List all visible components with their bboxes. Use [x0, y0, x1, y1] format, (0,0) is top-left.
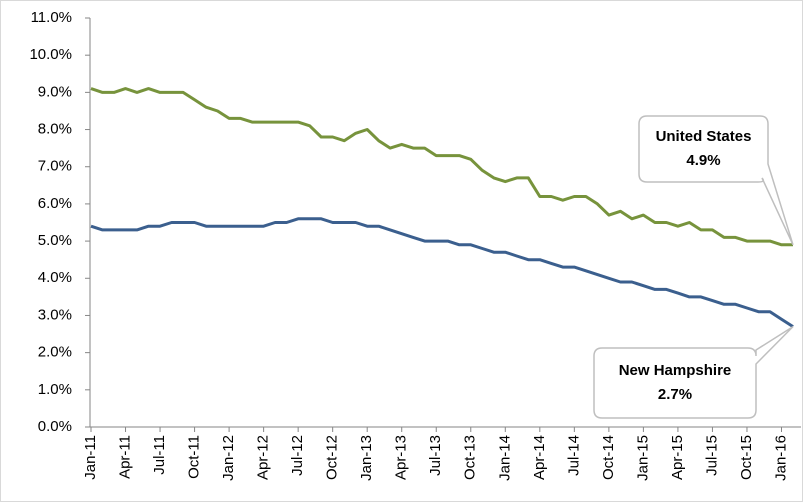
- callout: New Hampshire 2.7%: [593, 325, 794, 419]
- y-tick-label: 1.0%: [38, 381, 72, 398]
- y-tick-label: 4.0%: [38, 269, 72, 286]
- series-line: [90, 87, 793, 247]
- callout-name: New Hampshire: [619, 362, 732, 379]
- y-tick-label: 3.0%: [38, 306, 72, 323]
- y-tick-label: 2.0%: [38, 344, 72, 361]
- x-tick-label: Jul-14: [565, 435, 582, 476]
- x-tick-label: Jul-13: [427, 435, 444, 476]
- x-tick-label: Jan-13: [358, 435, 375, 481]
- y-tick-label: 10.0%: [29, 46, 72, 63]
- y-tick-label: 0.0%: [38, 418, 72, 435]
- x-tick-label: Jan-14: [496, 435, 513, 481]
- x-tick-label: Apr-15: [669, 435, 686, 480]
- x-tick-label: Jan-11: [82, 435, 99, 480]
- y-tick-label: 5.0%: [38, 232, 72, 249]
- y-tick-label: 6.0%: [38, 195, 72, 212]
- y-tick-label: 7.0%: [38, 158, 72, 175]
- x-tick-label: Oct-15: [738, 435, 755, 480]
- x-tick-label: Oct-13: [462, 435, 479, 480]
- x-tick-label: Apr-11: [116, 435, 133, 479]
- x-tick-label: Apr-14: [531, 435, 548, 480]
- callout-value: 2.7%: [658, 386, 692, 403]
- callout-name: United States: [656, 128, 752, 145]
- callout: United States 4.9%: [638, 115, 794, 246]
- x-tick-label: Jul-15: [703, 435, 720, 476]
- y-tick-label: 8.0%: [38, 121, 72, 138]
- callout-box: [593, 325, 794, 419]
- x-tick-label: Jan-12: [220, 435, 237, 481]
- x-tick-label: Oct-11: [186, 435, 203, 479]
- x-tick-label: Oct-12: [324, 435, 341, 480]
- series-line: [90, 217, 794, 328]
- x-tick-label: Oct-14: [600, 435, 617, 480]
- callout-value: 4.9%: [686, 152, 720, 169]
- callout-box: [638, 115, 794, 246]
- x-tick-label: Jan-16: [772, 435, 789, 481]
- y-tick-label: 11.0%: [31, 9, 72, 26]
- x-tick-label: Jul-11: [151, 435, 168, 475]
- x-tick-label: Apr-13: [393, 435, 410, 480]
- x-tick-label: Jul-12: [289, 435, 306, 476]
- y-tick-label: 9.0%: [38, 83, 72, 100]
- x-tick-label: Apr-12: [255, 435, 272, 480]
- x-tick-label: Jan-15: [634, 435, 651, 481]
